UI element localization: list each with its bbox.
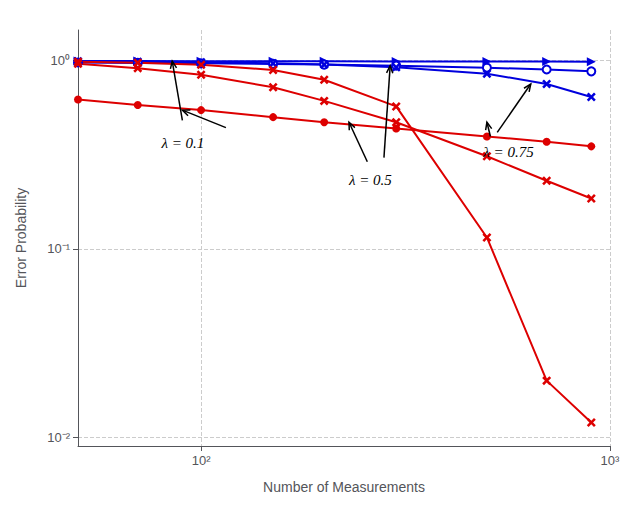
svg-text:Number of Measurements: Number of Measurements bbox=[263, 479, 425, 495]
svg-text:λ = 0.5: λ = 0.5 bbox=[348, 172, 392, 188]
svg-text:10³: 10³ bbox=[601, 453, 620, 468]
svg-text:10⁻²: 10⁻² bbox=[47, 430, 70, 445]
svg-text:10⁰: 10⁰ bbox=[51, 53, 70, 68]
svg-text:λ = 0.1: λ = 0.1 bbox=[160, 135, 204, 151]
svg-text:10⁻¹: 10⁻¹ bbox=[47, 241, 70, 256]
svg-text:λ = 0.75: λ = 0.75 bbox=[482, 144, 534, 160]
svg-text:Error Probability: Error Probability bbox=[13, 188, 29, 288]
svg-text:10²: 10² bbox=[192, 453, 211, 468]
